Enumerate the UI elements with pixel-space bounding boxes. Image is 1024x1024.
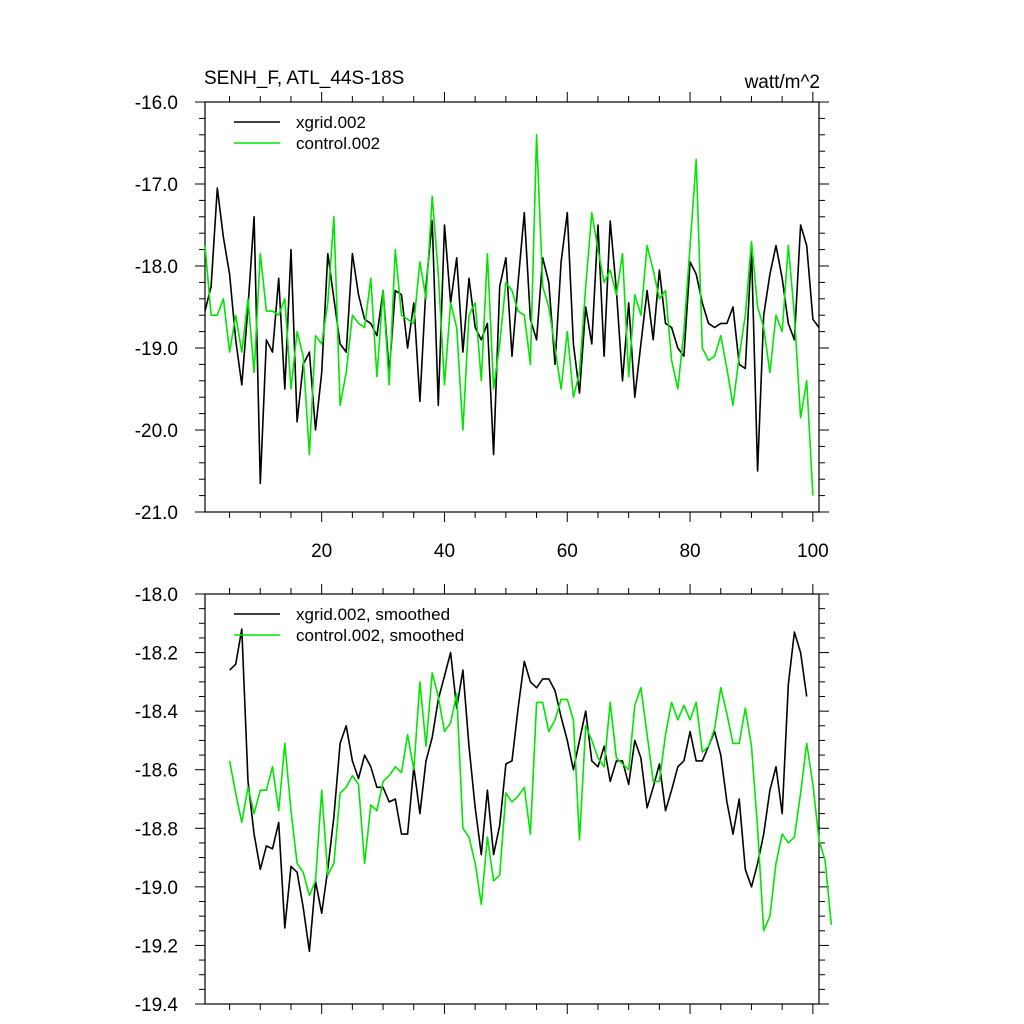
y-tick-label: -19.0 [135, 339, 178, 360]
x-tick-label: 20 [311, 541, 332, 562]
top-panel-title: SENH_F, ATL_44S-18S [204, 68, 404, 89]
series-line-control [228, 672, 833, 932]
series-line-control [204, 134, 814, 496]
x-tick-label: 100 [797, 541, 829, 562]
y-tick-label: -16.0 [135, 93, 178, 114]
y-tick-label: -21.0 [135, 503, 178, 524]
y-tick-label: -17.0 [135, 175, 178, 196]
x-tick-label: 60 [557, 541, 578, 562]
top-panel-units: watt/m^2 [744, 72, 820, 93]
legend-label: control.002, smoothed [296, 626, 464, 645]
legend-label: control.002 [296, 134, 380, 153]
series-line-xgrid [204, 187, 820, 485]
bottom-panel-ticks: -18.0 -18.2 -18.4 -18.6 -18.8 -19.0 -19.2 -19.4 [135, 584, 829, 1016]
y-tick-label: -19.4 [135, 995, 179, 1016]
y-tick-label: -18.0 [135, 585, 178, 606]
y-tick-label: -18.0 [135, 257, 178, 278]
y-tick-label: -19.2 [135, 936, 178, 957]
y-tick-label: -20.0 [135, 421, 178, 442]
y-tick-label: -18.2 [135, 644, 178, 665]
y-tick-label: -19.0 [135, 878, 178, 899]
top-panel-series [204, 134, 820, 496]
x-tick-label: 40 [434, 541, 455, 562]
legend-label: xgrid.002 [296, 113, 366, 132]
top-plot-frame [204, 101, 820, 513]
top-panel-ticks: -16.0 -17.0 -18.0 -19.0 -20.0 -21.0 20 40 60 80 10… [135, 92, 829, 562]
top-panel: SENH_F, ATL_44S-18S watt/m^2 -16.0-17.0-… [135, 68, 829, 562]
legend-label: xgrid.002, smoothed [296, 605, 450, 624]
y-tick-label: -18.4 [135, 702, 179, 723]
x-tick-label: 80 [679, 541, 700, 562]
top-panel-legend: xgrid.002 control.002 [234, 113, 380, 153]
y-tick-label: -18.6 [135, 761, 178, 782]
bottom-panel-series [228, 628, 833, 953]
series-line-xgrid [229, 628, 808, 953]
bottom-panel: -18.0 -18.2 -18.4 -18.6 -18.8 -19.0 -19.2 -19.4… [135, 584, 833, 1016]
y-tick-label: -18.8 [135, 819, 178, 840]
bottom-panel-legend: xgrid.002, smoothed control.002, smoothed [234, 605, 464, 645]
